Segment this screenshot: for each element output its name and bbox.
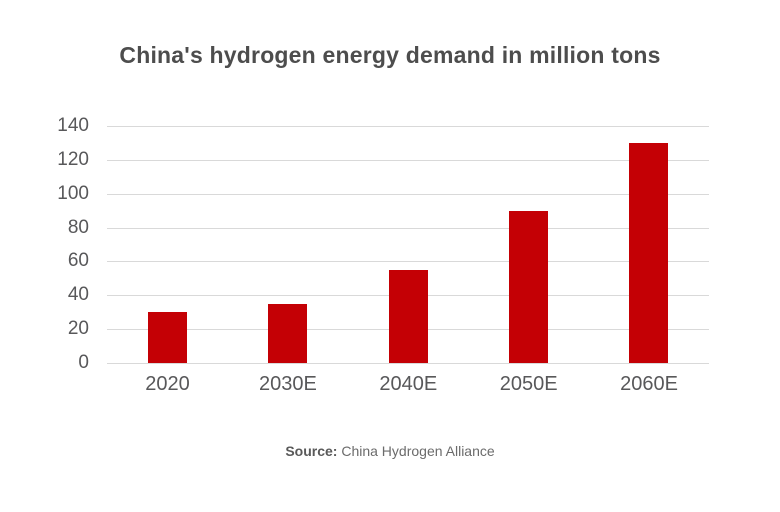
gridline xyxy=(107,227,709,229)
y-tick-label: 40 xyxy=(67,284,89,306)
source-text: China Hydrogen Alliance xyxy=(337,443,495,459)
gridline xyxy=(107,329,709,331)
y-tick-label: 20 xyxy=(67,318,89,340)
y-tick-label: 140 xyxy=(57,115,89,136)
gridline xyxy=(107,363,709,364)
x-tick-label-2060E: 2060E xyxy=(620,373,679,395)
gridline xyxy=(107,193,709,195)
source-label: Source: xyxy=(285,443,338,459)
gridline xyxy=(107,295,709,297)
y-tick-label: 0 xyxy=(78,352,89,373)
x-tick-label-2020: 2020 xyxy=(145,373,190,395)
gridline xyxy=(107,159,709,161)
chart-title: China's hydrogen energy demand in millio… xyxy=(119,42,661,68)
gridline xyxy=(107,261,709,263)
x-tick-label-2050E: 2050E xyxy=(499,373,558,395)
y-tick-label: 100 xyxy=(57,182,89,204)
source-caption: Source: China Hydrogen Alliance xyxy=(0,443,780,459)
y-tick-label: 120 xyxy=(57,148,89,170)
y-tick-label: 80 xyxy=(67,216,89,238)
x-tick-label-2040E: 2040E xyxy=(379,373,438,395)
y-tick-label: 60 xyxy=(67,250,89,272)
plot-area xyxy=(107,126,709,364)
gridline xyxy=(107,126,709,127)
x-tick-label-2030E: 2030E xyxy=(258,373,317,395)
